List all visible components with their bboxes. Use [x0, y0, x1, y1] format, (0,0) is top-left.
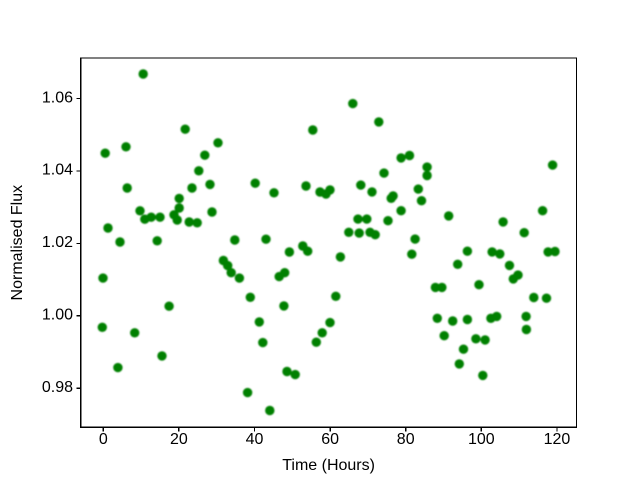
svg-text:40: 40: [246, 431, 264, 448]
svg-text:1.06: 1.06: [42, 89, 73, 106]
svg-text:60: 60: [321, 431, 339, 448]
svg-text:120: 120: [544, 431, 571, 448]
svg-text:0: 0: [99, 431, 108, 448]
svg-text:1.04: 1.04: [42, 162, 73, 179]
svg-text:0.98: 0.98: [42, 379, 73, 396]
svg-text:20: 20: [170, 431, 188, 448]
svg-text:Normalised Flux: Normalised Flux: [9, 185, 26, 301]
svg-text:80: 80: [397, 431, 415, 448]
svg-text:Time (Hours): Time (Hours): [282, 457, 375, 474]
svg-text:1.00: 1.00: [42, 307, 73, 324]
svg-text:1.02: 1.02: [42, 234, 73, 251]
svg-text:100: 100: [468, 431, 495, 448]
